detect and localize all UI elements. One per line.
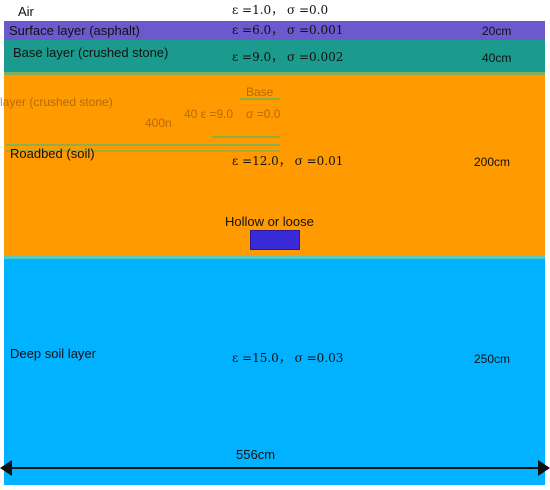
artifact-line	[212, 136, 280, 138]
deep-label: Deep soil layer	[10, 346, 96, 361]
artifact-line	[6, 150, 280, 152]
width-dimension-label: 556cm	[236, 447, 276, 462]
base-layer	[4, 40, 545, 74]
width-dimension-line	[8, 467, 540, 469]
surface-params: ε =6.0， σ =0.001	[232, 23, 344, 37]
roadbed-deep-boundary	[4, 256, 545, 259]
ghost-text-3: 400n	[145, 116, 172, 130]
arrow-right-icon	[538, 460, 550, 476]
base-roadbed-boundary	[4, 72, 545, 75]
ghost-text-5: σ =0.0	[246, 107, 281, 121]
ghost-text-4: 40 ε =9.0	[184, 107, 234, 121]
deep-soil-layer	[4, 257, 545, 485]
anomaly-label: Hollow or loose	[225, 214, 314, 229]
artifact-line	[6, 144, 280, 146]
surface-thickness: 20cm	[482, 24, 512, 38]
roadbed-label: Roadbed (soil)	[10, 146, 95, 161]
air-params: ε =1.0， σ =0.0	[232, 3, 329, 17]
surface-layer	[4, 21, 545, 40]
base-label: Base layer (crushed stone)	[13, 45, 169, 60]
air-layer	[4, 0, 545, 21]
arrow-left-icon	[0, 460, 12, 476]
roadbed-thickness: 200cm	[474, 155, 511, 169]
air-label: Air	[18, 4, 34, 19]
roadbed-params: ε =12.0， σ =0.01	[232, 154, 344, 168]
artifact-line	[240, 98, 280, 100]
ghost-text-2: Base	[246, 85, 274, 99]
deep-params: ε =15.0， σ =0.03	[232, 351, 344, 365]
surface-label: Surface layer (asphalt)	[9, 23, 140, 38]
roadbed-layer	[4, 74, 545, 257]
base-params: ε =9.0， σ =0.002	[232, 50, 344, 64]
base-thickness: 40cm	[482, 51, 512, 65]
hollow-anomaly	[250, 230, 300, 250]
deep-thickness: 250cm	[474, 352, 511, 366]
ghost-text-1: layer (crushed stone)	[0, 95, 113, 109]
